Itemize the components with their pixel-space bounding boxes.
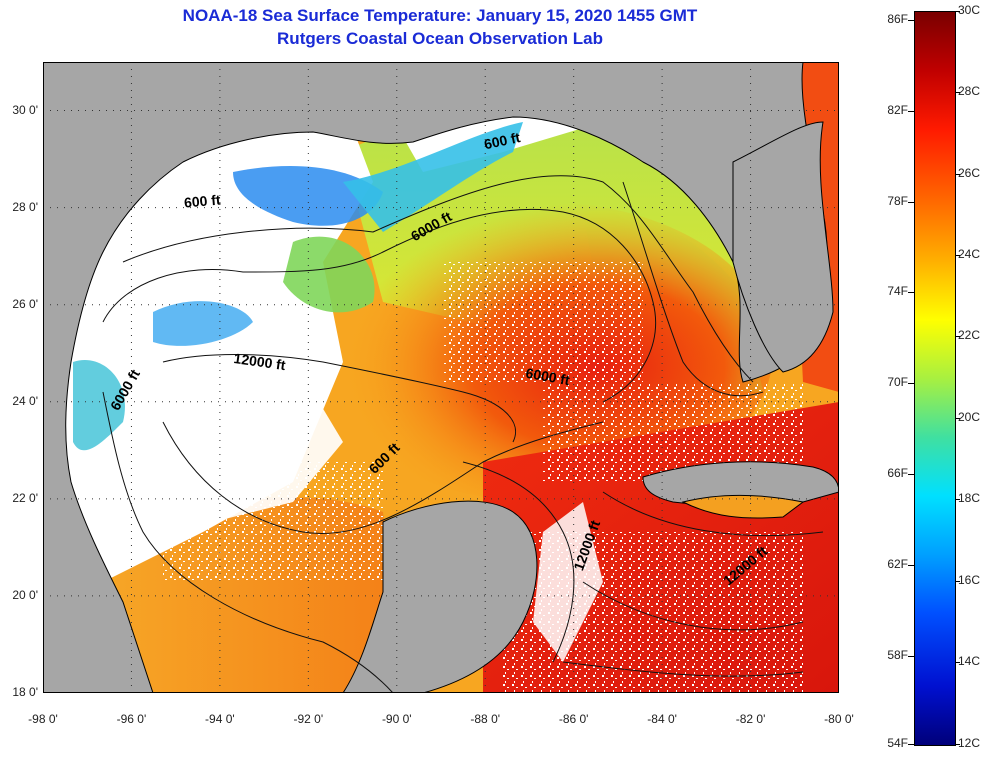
colorbar-tick <box>908 656 914 658</box>
colorbar-tick <box>955 336 960 338</box>
colorbar-fahrenheit-label: 74F <box>887 284 908 299</box>
contour-12000-ft <box>162 354 516 443</box>
contour-east-gulf <box>622 181 764 397</box>
colorbar-fahrenheit-label: 66F <box>887 466 908 481</box>
colorbar-tick <box>908 383 914 385</box>
colorbar-celsius-label: 26C <box>958 165 981 180</box>
map-subtitle: Rutgers Coastal Ocean Observation Lab <box>277 29 603 48</box>
colorbar-fahrenheit-label: 62F <box>887 557 908 572</box>
colorbar-tick <box>955 417 960 419</box>
colorbar-tick <box>908 292 914 294</box>
lon-tick-label: -96 0' <box>116 712 147 726</box>
sst-map: 600 ft 600 ft 6000 ft 12000 ft 6000 ft 6000 f… <box>43 62 839 693</box>
contour-6000-ft <box>102 208 657 403</box>
lon-tick-label: -84 0' <box>647 712 677 726</box>
contour-600-ft-south <box>102 391 394 693</box>
lat-tick-label: 26 0' <box>12 296 38 311</box>
bathymetry-contours <box>102 175 824 693</box>
colorbar-tick <box>955 11 960 12</box>
lon-tick-label: -86 0' <box>558 712 589 726</box>
lat-tick-label: 18 0' <box>12 685 38 699</box>
colorbar-tick <box>955 173 960 175</box>
colorbar-fahrenheit-label: 54F <box>887 736 908 750</box>
colorbar-tick <box>908 744 914 745</box>
colorbar-celsius-label: 12C <box>958 736 981 750</box>
contour-yucatan-shelf <box>462 461 575 663</box>
colorbar-celsius-label: 16C <box>958 572 981 587</box>
lat-tick-label: 30 0' <box>12 102 38 117</box>
colorbar-celsius-label: 18C <box>958 491 981 506</box>
colorbar-tick <box>955 661 960 663</box>
temperature-colorbar <box>914 11 956 746</box>
colorbar-tick <box>908 201 914 203</box>
colorbar-fahrenheit-label: 58F <box>887 648 908 663</box>
lat-tick-label: 28 0' <box>12 199 38 214</box>
green-patch-mid <box>283 236 375 313</box>
lon-tick-label: -92 0' <box>293 712 324 726</box>
lat-tick-label: 20 0' <box>12 587 38 602</box>
colorbar-celsius-label: 20C <box>958 409 981 424</box>
colorbar-celsius-label: 24C <box>958 247 981 262</box>
cloud-yucatan-channel <box>533 502 603 662</box>
colorbar-tick <box>955 92 960 94</box>
land-florida-peninsula <box>732 121 834 373</box>
colorbar-tick <box>955 499 960 501</box>
map-title: NOAA-18 Sea Surface Temperature: January… <box>182 6 698 25</box>
colorbar-fahrenheit-label: 82F <box>887 102 908 117</box>
land-yucatan <box>342 500 538 693</box>
contour-label: 12000 ft <box>233 350 287 373</box>
cloud-speckle-d <box>163 462 383 582</box>
colorbar-tick <box>908 19 914 21</box>
colorbar-tick <box>908 110 914 112</box>
colorbar-celsius-label: 28C <box>958 84 981 99</box>
cloud-speckle-a <box>443 262 643 382</box>
colorbar-celsius-label: 22C <box>958 328 981 343</box>
colorbar-tick <box>955 744 960 745</box>
colorbar-tick <box>908 565 914 567</box>
colorbar-celsius-label: 30C <box>958 3 981 17</box>
colorbar-tick <box>908 474 914 476</box>
contour-label: 600 ft <box>483 129 522 152</box>
cold-patch-west <box>153 301 253 346</box>
colorbar-tick <box>955 580 960 582</box>
contour-label: 600 ft <box>183 191 221 210</box>
contour-600-ft-north <box>122 175 754 383</box>
cold-patch-shelf <box>343 122 523 232</box>
land-cuba-east <box>681 494 805 519</box>
lon-tick-label: -90 0' <box>381 712 412 726</box>
lon-tick-label: -82 0' <box>735 712 766 726</box>
colorbar-fahrenheit-label: 86F <box>887 11 908 26</box>
colorbar-celsius-label: 14C <box>958 653 981 668</box>
lon-tick-label: -80 0' <box>824 712 854 726</box>
map-frame <box>43 62 839 693</box>
contour-caribbean-12000 <box>562 491 824 677</box>
colorbar-fahrenheit-label: 70F <box>887 375 908 390</box>
contour-label: 6000 ft <box>525 365 572 389</box>
cold-patch-texas <box>73 360 125 451</box>
contour-6000-ft-south <box>162 421 604 534</box>
lon-tick-label: -94 0' <box>205 712 235 726</box>
lat-tick-label: 24 0' <box>12 393 38 408</box>
lon-tick-label: -88 0' <box>470 712 501 726</box>
lat-tick-label: 22 0' <box>12 490 38 505</box>
lat-lon-grid <box>43 62 839 693</box>
lon-tick-label: -98 0' <box>28 712 58 726</box>
colorbar-tick <box>955 255 960 257</box>
colorbar-fahrenheit-label: 78F <box>887 193 908 208</box>
